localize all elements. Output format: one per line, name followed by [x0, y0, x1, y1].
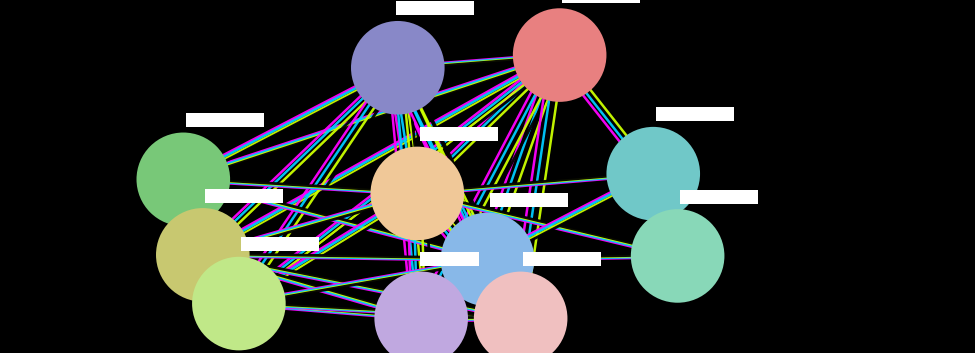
Text: jhhlp_005502: jhhlp_005502 — [398, 3, 473, 14]
Ellipse shape — [374, 271, 468, 353]
Text: jhhlp_007741: jhhlp_007741 — [491, 195, 566, 205]
Ellipse shape — [136, 132, 230, 226]
Ellipse shape — [351, 21, 445, 115]
Text: jhhlp_001629: jhhlp_001629 — [564, 0, 639, 1]
Text: jhhlp_003335: jhhlp_003335 — [682, 191, 757, 202]
Text: jhhlp_001479: jhhlp_001479 — [421, 129, 496, 139]
Ellipse shape — [441, 213, 534, 306]
Text: jhhlp_004082: jhhlp_004082 — [525, 254, 600, 264]
Text: jhhlp_000801: jhhlp_000801 — [657, 109, 732, 120]
Ellipse shape — [513, 8, 606, 102]
Ellipse shape — [606, 127, 700, 221]
Text: jhhlp_002599: jhhlp_002599 — [243, 239, 318, 250]
Text: jhhlp_001907: jhhlp_001907 — [207, 190, 282, 201]
Ellipse shape — [631, 209, 724, 303]
Ellipse shape — [192, 257, 286, 351]
Ellipse shape — [474, 271, 567, 353]
Ellipse shape — [156, 208, 250, 302]
Text: jhhlp_003027: jhhlp_003027 — [187, 115, 262, 125]
Ellipse shape — [370, 146, 464, 240]
Text: jhhlp_005: jhhlp_005 — [421, 254, 478, 264]
